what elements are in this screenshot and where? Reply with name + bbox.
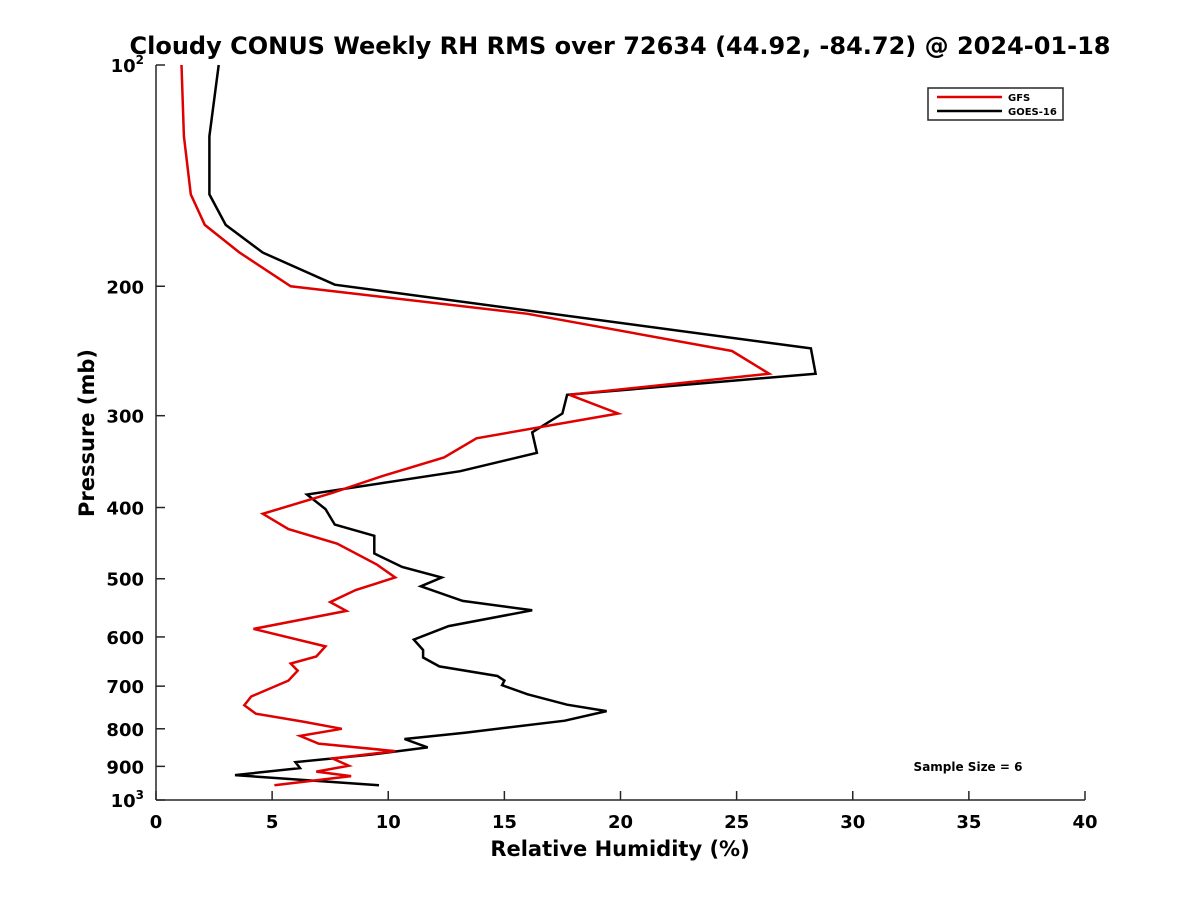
- y-tick-label: 500: [106, 570, 144, 591]
- y-tick-label: 700: [106, 677, 144, 698]
- legend: GFS GOES-16: [927, 87, 1064, 121]
- plot-area: 0 5 10 15 20 25 30 35 40 102 200 300 400 500 600 700 80…: [106, 53, 1097, 833]
- y-axis-ticks: 102 200 300 400 500 600 700 800 900 103: [106, 53, 165, 812]
- y-tick-label: 900: [106, 757, 144, 778]
- x-tick-label: 0: [150, 812, 163, 833]
- chart-title: Cloudy CONUS Weekly RH RMS over 72634 (4…: [130, 32, 1111, 60]
- y-tick-label: 200: [106, 277, 144, 298]
- x-tick-label: 25: [724, 812, 749, 833]
- y-tick-label: 103: [111, 788, 144, 812]
- y-axis-label: Pressure (mb): [75, 349, 99, 517]
- x-tick-label: 40: [1072, 812, 1097, 833]
- x-tick-label: 10: [376, 812, 401, 833]
- legend-label-goes16: GOES-16: [1008, 107, 1057, 118]
- y-tick-label: 300: [106, 407, 144, 428]
- x-tick-label: 5: [266, 812, 279, 833]
- y-tick-label: 102: [111, 53, 144, 77]
- series-line-gfs: [180, 64, 773, 787]
- x-tick-label: 20: [608, 812, 633, 833]
- legend-label-gfs: GFS: [1008, 93, 1030, 104]
- x-axis-ticks: 0 5 10 15 20 25 30 35 40: [150, 791, 1098, 833]
- legend-box: [927, 87, 1064, 121]
- y-tick-label: 600: [106, 628, 144, 649]
- x-tick-label: 30: [840, 812, 865, 833]
- series-layer: [180, 64, 818, 787]
- sample-size-annotation: Sample Size = 6: [914, 760, 1023, 774]
- y-tick-label: 400: [106, 499, 144, 520]
- y-tick-label: 800: [106, 720, 144, 741]
- x-tick-label: 15: [492, 812, 517, 833]
- x-tick-label: 35: [956, 812, 981, 833]
- series-line-goes16: [208, 64, 818, 787]
- x-axis-label: Relative Humidity (%): [490, 837, 749, 861]
